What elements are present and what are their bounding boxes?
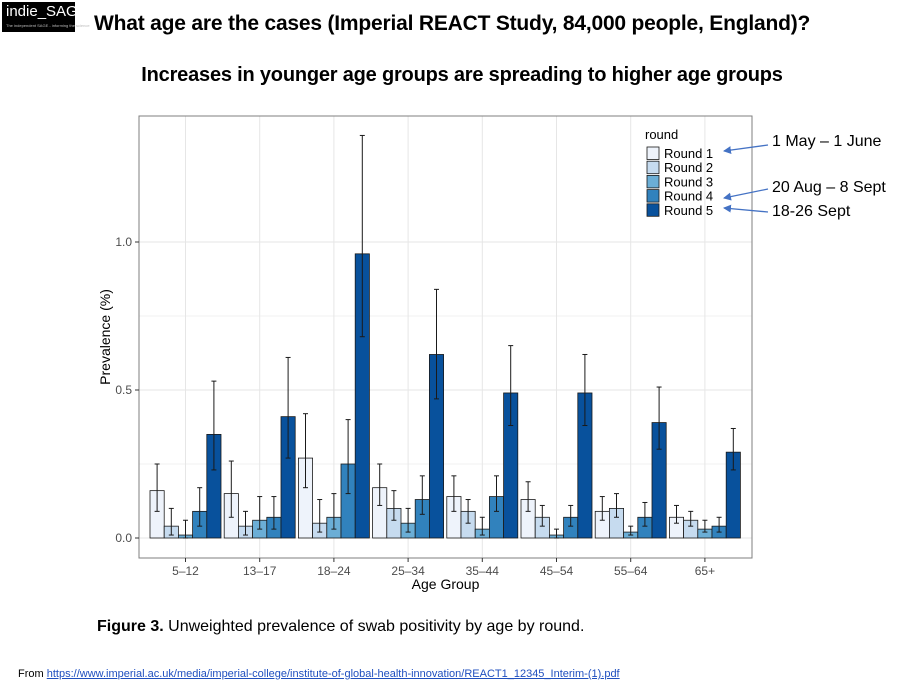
indie-sage-logo: indie_SAGE The independent SAGE - inform… — [2, 2, 90, 32]
x-tick-label: 13–17 — [243, 564, 277, 578]
y-axis-title: Prevalence (%) — [97, 289, 113, 385]
x-axis-title: Age Group — [412, 576, 480, 592]
annotation-round5: 18-26 Sept — [772, 203, 851, 220]
y-tick-label: 1.0 — [115, 235, 132, 249]
x-tick-label: 55–64 — [614, 564, 648, 578]
logo-tagline: The independent SAGE - informing the sci… — [6, 23, 90, 28]
x-tick-label: 65+ — [695, 564, 715, 578]
legend-key-0 — [646, 146, 660, 160]
source-line: From https://www.imperial.ac.uk/media/im… — [18, 668, 620, 680]
legend-title: round — [645, 127, 678, 142]
arrow-round5 — [723, 204, 769, 213]
arrow-round1 — [723, 144, 769, 155]
x-tick-label: 35–44 — [466, 564, 500, 578]
legend-key-4 — [646, 203, 660, 217]
x-tick-label: 18–24 — [317, 564, 351, 578]
y-tick-label: 0.0 — [115, 531, 132, 545]
legend-label-2: Round 3 — [664, 174, 713, 189]
plot-border — [138, 115, 753, 559]
legend-label-3: Round 4 — [664, 189, 713, 204]
legend-label-0: Round 1 — [664, 146, 713, 161]
legend-label-4: Round 5 — [664, 203, 713, 218]
legend-label-1: Round 2 — [664, 160, 713, 175]
page-title: What age are the cases (Imperial REACT S… — [94, 12, 811, 35]
x-tick-label: 5–12 — [172, 564, 199, 578]
source-link[interactable]: https://www.imperial.ac.uk/media/imperia… — [46, 668, 620, 680]
source-prefix: From — [18, 668, 44, 680]
caption-text: Unweighted prevalence of swab positivity… — [168, 618, 585, 635]
legend-key-2 — [646, 174, 660, 189]
arrow-round4 — [723, 188, 769, 201]
logo-text: indie_SAGE — [6, 3, 88, 20]
legend-key-3 — [646, 189, 660, 203]
figure-caption: Figure 3. Unweighted prevalence of swab … — [97, 618, 584, 636]
annotation-round4: 20 Aug – 8 Sept — [772, 179, 886, 196]
x-tick-label: 25–34 — [391, 564, 425, 578]
page-subtitle: Increases in younger age groups are spre… — [141, 64, 783, 86]
x-tick-label: 45–54 — [540, 564, 574, 578]
caption-label: Figure 3. — [97, 618, 164, 635]
legend-key-1 — [646, 160, 660, 175]
y-tick-label: 0.5 — [115, 383, 132, 397]
annotation-round1: 1 May – 1 June — [772, 133, 882, 150]
